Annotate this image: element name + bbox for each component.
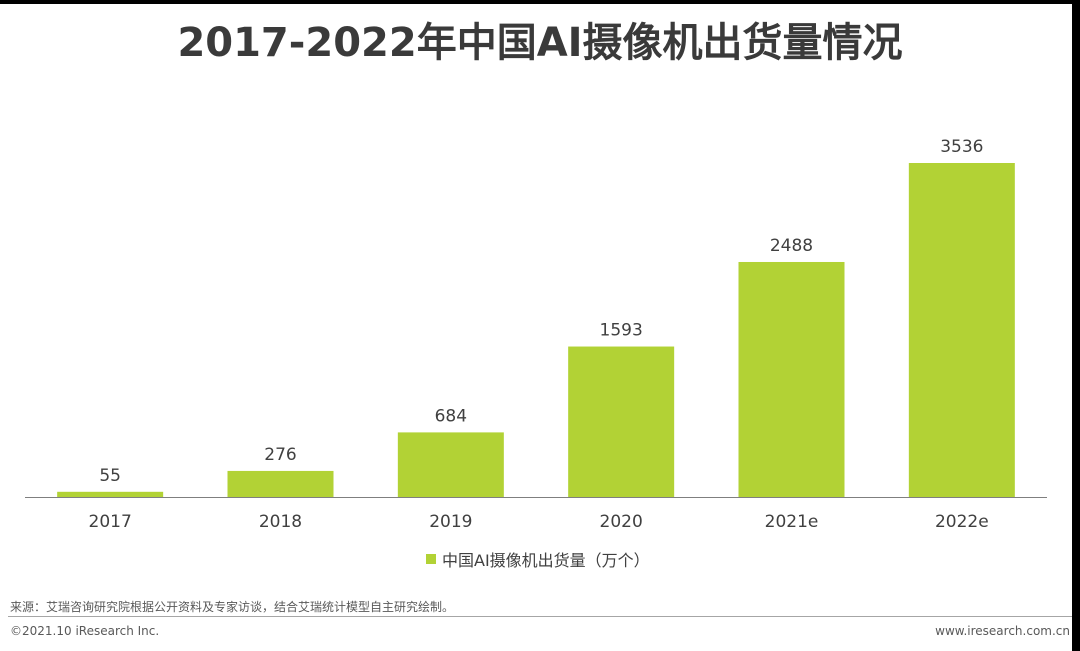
data-label-2020: 1593 — [600, 321, 643, 341]
data-label-2018: 276 — [264, 445, 296, 465]
bar-2021e — [738, 261, 845, 497]
chart-title: 2017-2022年中国AI摄像机出货量情况 — [177, 20, 903, 66]
x-tick-label-2017: 2017 — [89, 512, 132, 532]
x-tick-label-2020: 2020 — [600, 512, 643, 532]
data-label-2017: 55 — [99, 466, 121, 486]
bar-2018 — [227, 470, 334, 497]
legend-swatch — [426, 554, 436, 564]
bar-2022e — [908, 163, 1015, 497]
data-label-2021e: 2488 — [770, 236, 813, 256]
right-border — [1072, 0, 1080, 651]
legend-label: 中国AI摄像机出货量（万个） — [442, 551, 650, 570]
x-tick-label-2019: 2019 — [429, 512, 472, 532]
website: www.iresearch.com.cn — [935, 624, 1070, 638]
legend: 中国AI摄像机出货量（万个） — [426, 547, 650, 571]
x-tick-label-2021e: 2021e — [765, 512, 819, 532]
source-note: 来源：艾瑞咨询研究院根据公开资料及专家访谈，结合艾瑞统计模型自主研究绘制。 — [10, 600, 455, 614]
data-label-2019: 684 — [435, 406, 467, 426]
x-tick-label-2022e: 2022e — [935, 512, 989, 532]
x-tick-label-2018: 2018 — [259, 512, 302, 532]
bar-2019 — [397, 432, 504, 497]
data-label-2022e: 3536 — [940, 137, 983, 157]
top-border — [0, 0, 1080, 4]
footer-divider — [8, 616, 1072, 617]
bar-2020 — [568, 346, 675, 497]
copyright: ©2021.10 iResearch Inc. — [10, 624, 160, 638]
bar-2017 — [57, 491, 164, 497]
